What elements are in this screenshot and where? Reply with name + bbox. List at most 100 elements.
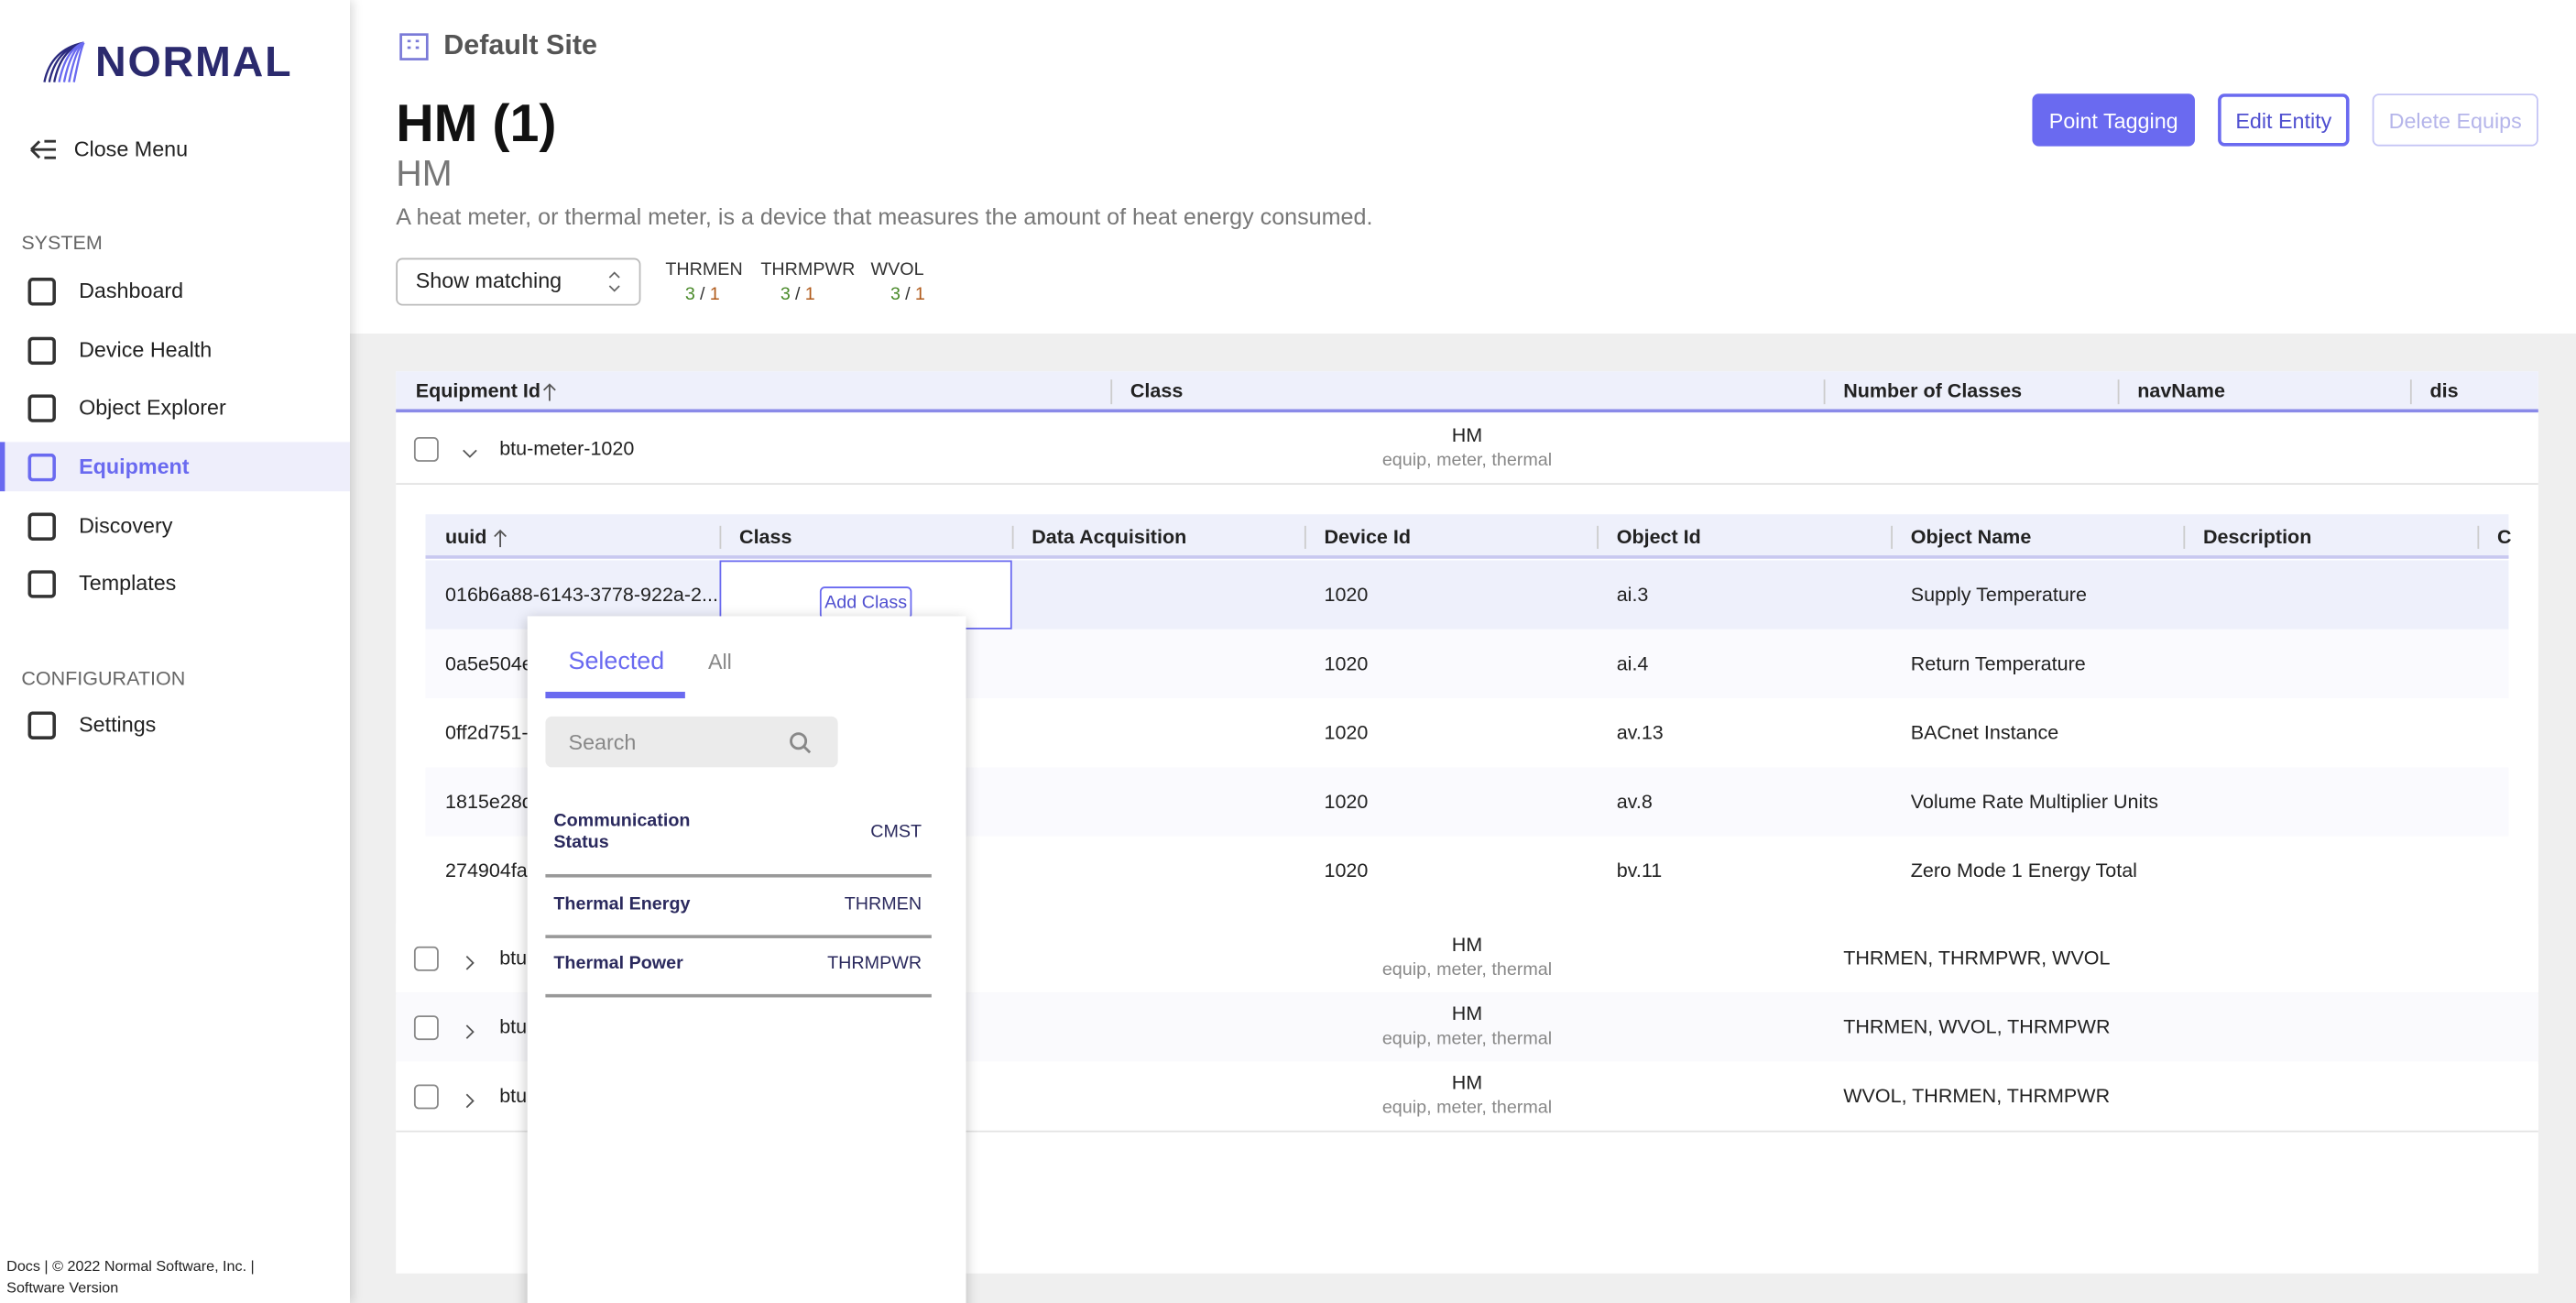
equipment-id[interactable]: btu (499, 1084, 528, 1108)
equipment-id[interactable]: btu-meter-1020 (499, 436, 635, 460)
row-checkbox[interactable] (413, 1084, 439, 1110)
expand-chevron (462, 949, 478, 970)
class-name[interactable]: Thermal Power (553, 953, 683, 974)
icon-path (494, 529, 508, 548)
subcolumn-header: Data Acquisition (1031, 525, 1187, 549)
column-separator (1823, 379, 1826, 405)
equipment-id[interactable]: btu (499, 1014, 528, 1038)
icon-svg (608, 271, 620, 292)
icon-svg (494, 529, 508, 548)
subcolumn-header: Device Id (1324, 525, 1411, 549)
icon-rect (27, 394, 56, 422)
icon-svg (43, 41, 85, 82)
add-class-button[interactable]: Add Class (819, 586, 912, 620)
column-separator (2409, 379, 2412, 405)
number-of-classes: WVOL, THRMEN, THRMPWR (1843, 1084, 2111, 1108)
class-name[interactable]: Communication Status (553, 811, 691, 853)
nav-item[interactable]: Device Health (79, 336, 213, 362)
action-button[interactable]: Delete Equips (2372, 93, 2538, 147)
nav-item[interactable]: Templates (79, 570, 177, 596)
icon-rect (27, 336, 56, 366)
uuid: 0a5e504e (445, 652, 533, 675)
equipment-tags: equip, meter, thermal (1381, 1029, 1553, 1049)
nav-icon (27, 711, 56, 739)
equipment-tags: equip, meter, thermal (1381, 451, 1553, 471)
tag-total: 1 (804, 284, 815, 305)
icon-path (608, 271, 620, 292)
nav-icon (27, 394, 56, 422)
row-checkbox[interactable] (413, 946, 439, 971)
action-button[interactable]: Point Tagging (2032, 93, 2195, 147)
icon-svg (27, 711, 56, 739)
nav-icon (27, 336, 56, 366)
tag-matched: 3 (890, 284, 901, 305)
class-name[interactable]: Thermal Energy (553, 894, 691, 914)
search-box[interactable] (545, 716, 838, 768)
nav-item[interactable]: Dashboard (79, 278, 184, 303)
device-id: 1020 (1324, 859, 1369, 882)
button-label: Edit Entity (2235, 107, 2332, 133)
site-name: Default Site (443, 28, 597, 60)
section-title: SYSTEM (21, 231, 103, 255)
page-subtitle: HM (396, 152, 453, 194)
column-separator (1304, 525, 1306, 549)
button-label: Add Class (824, 593, 908, 613)
icon-path (465, 1024, 475, 1039)
tag-separator: / (699, 284, 705, 305)
equipment-id[interactable]: btu (499, 946, 528, 969)
icon-svg (465, 1024, 475, 1039)
nav-icon (27, 278, 56, 306)
sort-arrow (542, 381, 557, 401)
popup-tab[interactable]: Selected (568, 647, 665, 676)
icon-rect (27, 278, 56, 306)
equipment-tags: equip, meter, thermal (1381, 959, 1553, 980)
icon-svg (27, 278, 56, 306)
column-separator (2477, 525, 2480, 549)
object-id: av.13 (1616, 720, 1664, 744)
column-separator (1011, 525, 1014, 549)
popup-tab[interactable]: All (707, 649, 732, 674)
row-checkbox[interactable] (413, 436, 439, 462)
tag-matched: 3 (780, 284, 791, 305)
nav-item[interactable]: Discovery (79, 512, 173, 538)
subcolumn-header: Object Name (1910, 525, 2032, 549)
select-arrows (606, 269, 623, 294)
column-header: dis (2429, 378, 2459, 402)
equipment-class: HM (1451, 933, 1483, 957)
tag-total: 1 (709, 284, 720, 305)
active-bar (0, 442, 5, 492)
row-checkbox[interactable] (413, 1015, 439, 1041)
object-name: Volume Rate Multiplier Units (1910, 790, 2159, 814)
nav-item[interactable]: Settings (79, 711, 157, 737)
close-menu[interactable]: Close Menu (73, 137, 189, 162)
object-id: ai.4 (1616, 652, 1649, 675)
icon-path (802, 745, 812, 754)
action-button[interactable]: Edit Entity (2218, 93, 2350, 147)
column-header: Number of Classes (1843, 378, 2023, 402)
subcolumn-header: uuid (445, 525, 487, 549)
icon-path (542, 383, 556, 401)
uuid: 016b6a88-6143-3778-922a-2... (445, 583, 718, 607)
filter-select[interactable] (396, 257, 641, 306)
close-menu-icon (27, 138, 57, 161)
nav-icon (27, 512, 56, 541)
item-divider (545, 873, 932, 877)
icon-rect (27, 453, 56, 482)
nav-item[interactable]: Equipment (79, 454, 190, 479)
object-id: bv.11 (1616, 859, 1663, 882)
icon-svg (790, 732, 812, 754)
object-id: ai.3 (1616, 583, 1649, 607)
footer-line[interactable]: Software Version (6, 1279, 119, 1297)
object-name: Supply Temperature (1910, 583, 2087, 607)
icon-path (30, 139, 56, 159)
active-bg (0, 442, 350, 492)
nav-item[interactable]: Object Explorer (79, 394, 226, 420)
number-of-classes: THRMEN, WVOL, THRMPWR (1843, 1014, 2111, 1038)
row-border (396, 1130, 2538, 1133)
column-header: Class (1130, 378, 1184, 402)
class-code: THRMPWR (827, 953, 922, 974)
object-name: BACnet Instance (1910, 720, 2059, 744)
footer-line[interactable]: Docs | © 2022 Normal Software, Inc. | (6, 1257, 255, 1275)
